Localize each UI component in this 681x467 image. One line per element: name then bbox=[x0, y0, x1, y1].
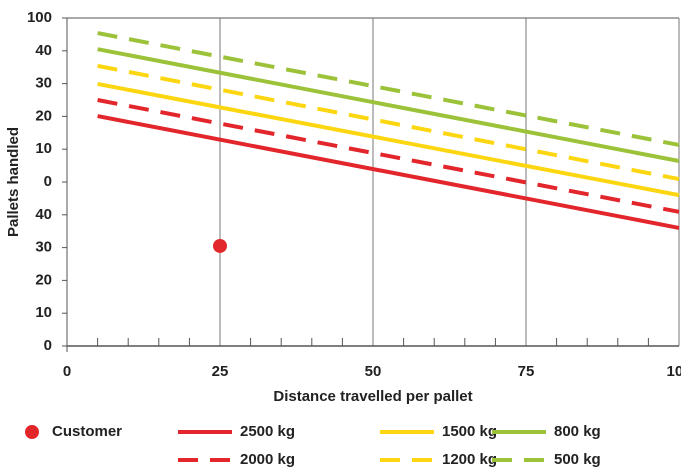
legend-label: 2500 kg bbox=[240, 423, 295, 440]
series-line bbox=[97, 98, 680, 214]
y-tick-label: 20 bbox=[35, 107, 52, 124]
legend-label: 500 kg bbox=[554, 451, 601, 467]
series-line bbox=[97, 114, 680, 230]
x-tick-label: 25 bbox=[212, 363, 229, 380]
series-line bbox=[97, 63, 680, 182]
legend-label: 1500 kg bbox=[442, 423, 497, 440]
x-tick-label: 100 bbox=[666, 363, 681, 380]
legend-swatch bbox=[25, 425, 39, 439]
point bbox=[213, 238, 227, 253]
x-tick-label: 50 bbox=[365, 363, 382, 380]
y-tick-label: 40 bbox=[35, 206, 52, 223]
y-tick-label: 20 bbox=[35, 271, 52, 288]
legend-label: 2000 kg bbox=[240, 451, 295, 467]
legend-label: 1200 kg bbox=[442, 451, 497, 467]
y-axis-label: Pallets handled bbox=[5, 127, 22, 237]
x-tick-label: 75 bbox=[518, 363, 535, 380]
legend-label: 800 kg bbox=[554, 423, 601, 440]
y-tick-label: 0 bbox=[44, 173, 52, 190]
y-tick-label: 0 bbox=[44, 337, 52, 354]
series-line bbox=[97, 31, 680, 147]
x-tick-label: 0 bbox=[63, 363, 71, 380]
series-line bbox=[97, 81, 680, 198]
y-tick-label: 100 bbox=[27, 9, 52, 26]
y-tick-label: 30 bbox=[35, 75, 52, 92]
legend-label: Customer bbox=[52, 423, 122, 440]
y-tick-label: 10 bbox=[35, 140, 52, 157]
y-tick-label: 10 bbox=[35, 304, 52, 321]
y-tick-label: 40 bbox=[35, 42, 52, 59]
x-axis-label: Distance travelled per pallet bbox=[273, 388, 472, 405]
y-tick-label: 30 bbox=[35, 239, 52, 256]
series-line bbox=[97, 47, 680, 163]
